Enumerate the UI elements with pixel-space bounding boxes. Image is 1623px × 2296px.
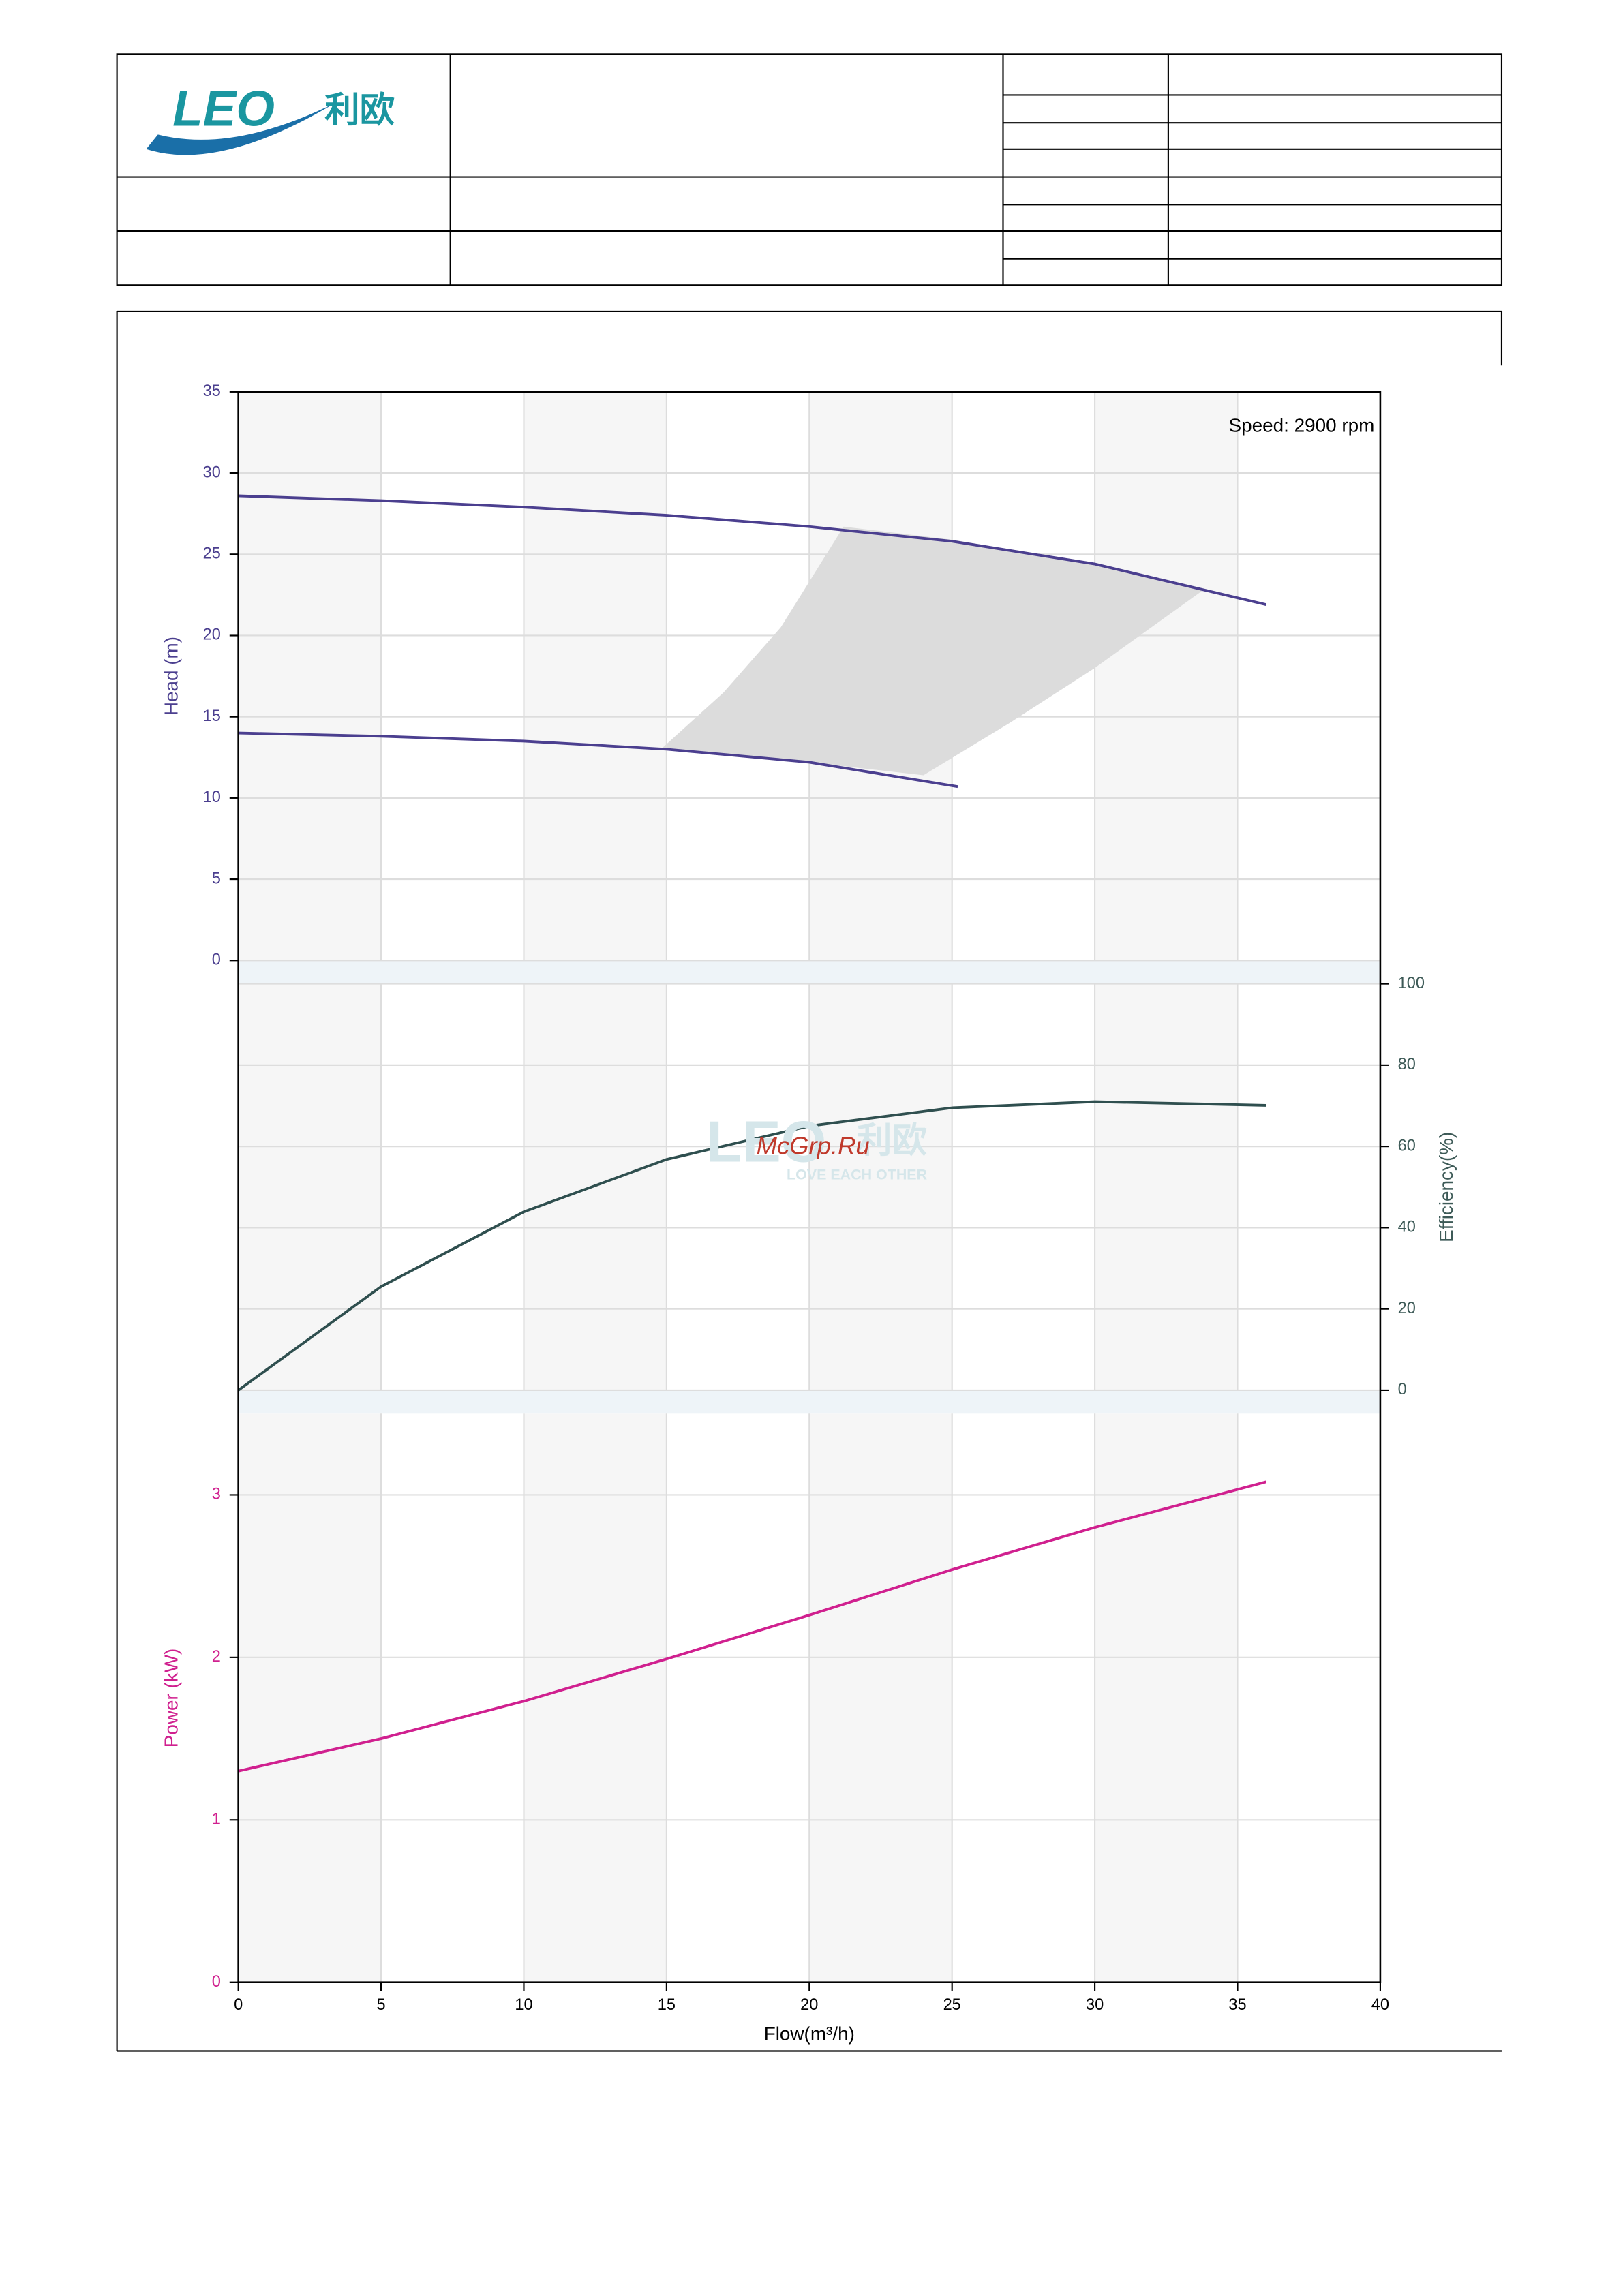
y-tick-label: 100 — [1398, 974, 1425, 992]
chart-frame — [116, 310, 1503, 2052]
y-tick-label: 35 — [203, 382, 221, 399]
y-tick-label: 0 — [212, 951, 221, 968]
column-band — [238, 983, 382, 1390]
x-tick-label: 40 — [1371, 1995, 1389, 2013]
y-axis-label: Head (m) — [160, 637, 181, 716]
x-tick-label: 20 — [800, 1995, 818, 2013]
y-tick-label: 2 — [212, 1647, 221, 1665]
y-tick-label: 0 — [212, 1972, 221, 1990]
watermark-site: McGrp.Ru — [757, 1131, 870, 1159]
curve — [238, 494, 1266, 607]
y-tick-label: 80 — [1398, 1055, 1416, 1073]
watermark-logo: LEO — [706, 1109, 826, 1174]
y-axis-label: Power (kW) — [160, 1649, 181, 1748]
column-band — [1095, 391, 1238, 961]
column-band — [524, 391, 667, 961]
curve — [237, 1100, 1266, 1392]
y-tick-label: 1 — [212, 1810, 221, 1828]
y-tick-label: 30 — [203, 463, 221, 480]
watermark-tagline: LOVE EACH OTHER — [787, 1166, 928, 1182]
column-band — [809, 983, 952, 1390]
column-band — [1095, 1413, 1238, 1983]
logo-cn: 利欧 — [324, 90, 395, 129]
x-tick-label: 5 — [376, 1995, 385, 2013]
y-tick-label: 0 — [1398, 1380, 1407, 1398]
y-tick-label: 25 — [203, 545, 221, 562]
column-band — [238, 391, 382, 961]
x-tick-label: 10 — [515, 1995, 532, 2013]
y-axis-label: Efficiency(%) — [1436, 1132, 1457, 1242]
y-tick-label: 10 — [203, 788, 221, 806]
annotation: Speed: 2900 rpm — [1228, 415, 1374, 436]
x-tick-label: 0 — [234, 1995, 243, 2013]
table-border — [116, 53, 1503, 286]
curve — [238, 731, 958, 789]
plot-border — [237, 391, 1382, 1983]
watermark-logo-cn: 利欧 — [857, 1120, 927, 1160]
series-layer — [237, 494, 1266, 1773]
logo-text: LEO — [172, 81, 275, 136]
x-tick-label: 35 — [1228, 1995, 1246, 2013]
column-band — [1095, 983, 1238, 1390]
operating-range — [661, 526, 1204, 776]
y-tick-label: 60 — [1398, 1136, 1416, 1154]
y-tick-label: 20 — [203, 626, 221, 643]
curve — [238, 1480, 1266, 1773]
column-band — [809, 1413, 952, 1983]
x-tick-label: 30 — [1086, 1995, 1104, 2013]
panel-gap — [238, 1390, 1380, 1414]
y-tick-label: 40 — [1398, 1218, 1416, 1236]
logo-swoosh — [146, 102, 337, 155]
y-tick-label: 3 — [212, 1485, 221, 1503]
column-band — [524, 1413, 667, 1983]
x-tick-label: 15 — [658, 1995, 676, 2013]
y-tick-label: 20 — [1398, 1299, 1416, 1317]
watermark: LEO 利欧 LOVE EACH OTHER McGrp.Ru — [706, 1109, 928, 1182]
header-table — [116, 53, 1503, 286]
x-axis-label: Flow(m³/h) — [764, 2023, 855, 2044]
column-band — [524, 983, 667, 1390]
y-tick-label: 15 — [203, 707, 221, 724]
panel-gap — [238, 960, 1380, 984]
y-tick-label: 5 — [212, 869, 221, 887]
column-band — [238, 1413, 382, 1983]
x-tick-label: 25 — [943, 1995, 961, 2013]
